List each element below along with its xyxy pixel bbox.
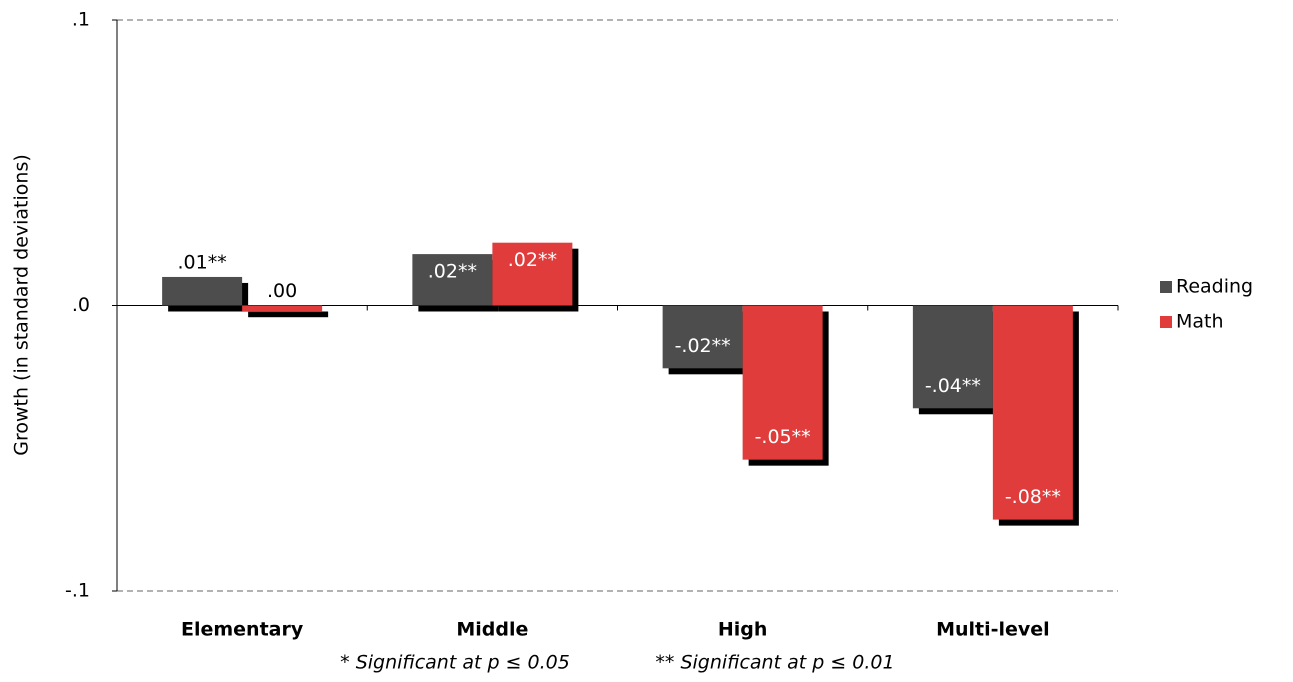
bar (662, 305, 743, 369)
y-tick-label: -.1 (65, 580, 90, 602)
bar (242, 305, 323, 312)
bar-shadow (248, 311, 329, 318)
value-label: .01** (178, 251, 227, 273)
legend-swatch (1160, 281, 1172, 293)
y-tick-label: .0 (72, 294, 90, 316)
value-label: -.05** (755, 426, 811, 448)
value-label: .00 (267, 280, 297, 302)
footnote: * Significant at p ≤ 0.05 (340, 652, 570, 674)
bar (162, 276, 243, 306)
x-tick-label: High (718, 619, 768, 641)
legend-label: Reading (1176, 276, 1253, 298)
y-axis-label: Growth (in standard deviations) (11, 154, 33, 456)
x-tick-label: Multi-level (936, 619, 1050, 641)
value-label: -.02** (675, 335, 731, 357)
bar (742, 305, 823, 460)
footnote: ** Significant at p ≤ 0.01 (655, 652, 894, 674)
value-label: -.08** (1005, 486, 1061, 508)
value-label: -.04** (925, 375, 981, 397)
x-tick-label: Middle (456, 619, 528, 641)
bar (912, 305, 993, 409)
bar (412, 254, 493, 306)
legend-swatch (1160, 316, 1172, 328)
x-tick-label: Elementary (181, 619, 304, 641)
value-label: .02** (508, 249, 557, 271)
bar (492, 242, 573, 306)
y-tick-label: .1 (72, 9, 90, 31)
legend-label: Math (1176, 311, 1224, 333)
value-label: .02** (428, 261, 477, 283)
bar (992, 305, 1073, 520)
